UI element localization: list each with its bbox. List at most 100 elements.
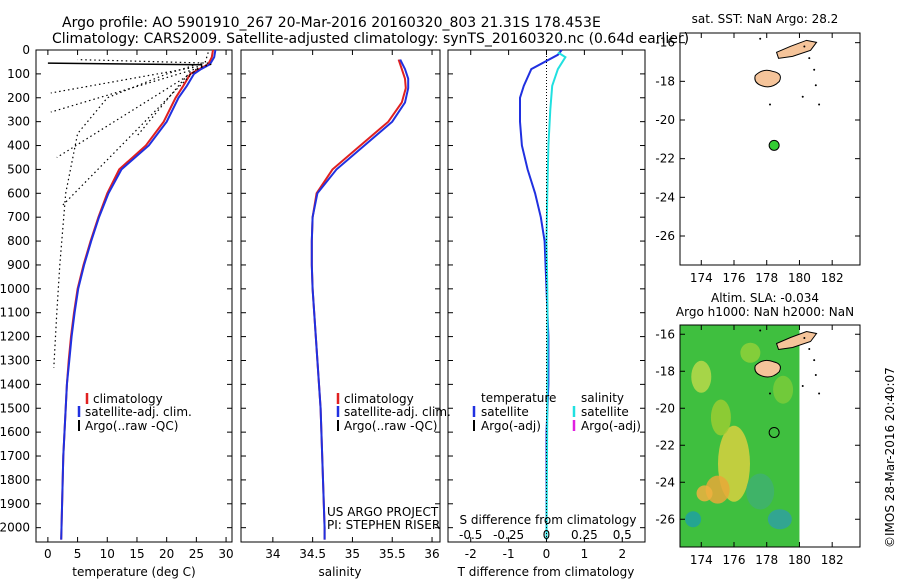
y-tick-label: -18 xyxy=(655,364,675,378)
x-tick-label: 182 xyxy=(821,553,844,567)
sst-map: 174 176 178 180 182 -16 -18 -20 -22 -24 -26 xyxy=(655,32,861,285)
x-tick-label: 178 xyxy=(755,553,778,567)
temperature-panel: 0 5 10 15 20 25 300100200300400500600700800900… xyxy=(0,43,234,561)
islet xyxy=(759,329,762,332)
salinity-panel: 34 34.5 35 35.5 36 xyxy=(241,49,440,561)
x-top-tick-label: 0 xyxy=(543,528,551,542)
x-tick-label: 34 xyxy=(265,547,280,561)
sla-blob xyxy=(773,375,794,404)
islet xyxy=(803,336,806,339)
y-tick-label: 1900 xyxy=(0,497,30,511)
credit-text: ©IMOS 28-Mar-2016 20:40:07 xyxy=(883,367,897,548)
difference-xlabel-top: S difference from climatology xyxy=(460,513,637,527)
islet xyxy=(813,359,816,362)
x-tick-label: 20 xyxy=(159,547,174,561)
y-tick-label: 2000 xyxy=(0,521,30,535)
header-line1: Argo profile: AO 5901910_267 20-Mar-2016… xyxy=(62,15,601,31)
y-tick-label: 1800 xyxy=(0,473,30,487)
series-line xyxy=(545,51,567,540)
x-tick-label: 34.5 xyxy=(299,547,326,561)
x-tick-label: 5 xyxy=(74,547,82,561)
x-tick-label: 10 xyxy=(100,547,115,561)
y-tick-label: 1700 xyxy=(0,449,30,463)
islet xyxy=(769,392,771,395)
y-tick-label: 700 xyxy=(7,210,30,224)
y-tick-label: -16 xyxy=(655,327,675,341)
x-tick-label: 0 xyxy=(543,547,551,561)
series-line xyxy=(53,52,209,368)
legend-satellite: satellite-adj. clim. xyxy=(344,405,451,419)
series-line xyxy=(310,59,410,540)
y-tick-label: 1300 xyxy=(0,353,30,367)
y-tick-label: 600 xyxy=(7,186,30,200)
y-tick-label: -22 xyxy=(655,152,675,166)
x-tick-label: 174 xyxy=(690,553,713,567)
argo-marker xyxy=(768,139,780,151)
islet xyxy=(803,45,806,48)
x-tick-label: 180 xyxy=(788,553,811,567)
islet xyxy=(818,103,821,106)
y-tick-label: 500 xyxy=(7,162,30,176)
islet xyxy=(813,68,816,71)
y-tick-label: -24 xyxy=(655,190,675,204)
sla-blob xyxy=(691,360,712,393)
series-line xyxy=(60,49,214,540)
sla-blob xyxy=(740,342,761,363)
project-line1: US ARGO PROJECT xyxy=(327,505,439,519)
sst-map-title: sat. SST: NaN Argo: 28.2 xyxy=(692,12,839,26)
islet xyxy=(759,37,762,40)
difference-panel: -2 -1 0 1 2 -0.5 -0.25 0 0.25 0.5 xyxy=(448,49,645,561)
salinity-xlabel: salinity xyxy=(318,565,361,579)
legend-sal-argo: Argo(-adj) xyxy=(581,419,641,433)
y-tick-label: -18 xyxy=(655,74,675,88)
islet xyxy=(808,348,811,351)
x-tick-label: 176 xyxy=(723,271,746,285)
temperature-legend: climatology satellite-adj. clim. Argo(..… xyxy=(77,392,192,433)
x-tick-label: 178 xyxy=(755,271,778,285)
salinity-panel-frame xyxy=(240,49,441,543)
y-tick-label: 100 xyxy=(7,67,30,81)
legend-temp-argo: Argo(-adj) xyxy=(481,419,541,433)
map-frame xyxy=(679,32,861,266)
island-vanua-levu xyxy=(775,39,818,59)
y-tick-label: -20 xyxy=(655,401,675,415)
series-line xyxy=(60,49,217,540)
islet xyxy=(818,392,821,395)
argo-marker xyxy=(768,426,780,438)
legend-argo: Argo(..raw -QC) xyxy=(85,419,178,433)
x-top-tick-label: -0.25 xyxy=(493,528,524,542)
y-tick-label: -26 xyxy=(655,229,675,243)
argo-raw-line xyxy=(47,62,203,66)
x-tick-label: 182 xyxy=(821,271,844,285)
series-line xyxy=(519,49,563,540)
x-top-tick-label: 0.25 xyxy=(571,528,598,542)
island-viti-levu xyxy=(754,69,781,88)
islet xyxy=(801,95,804,98)
y-tick-label: -24 xyxy=(655,475,675,489)
project-line2: PI: STEPHEN RISER xyxy=(327,518,440,532)
temperature-panel-frame xyxy=(35,49,233,543)
y-tick-label: 300 xyxy=(7,115,30,129)
legend-salinity-title: salinity xyxy=(581,391,624,405)
islet xyxy=(814,373,817,376)
sla-blob xyxy=(767,509,792,530)
argo-raw-line xyxy=(50,63,212,94)
x-tick-label: 30 xyxy=(218,547,233,561)
x-tick-label: 1 xyxy=(581,547,589,561)
islet xyxy=(814,84,817,87)
x-tick-label: 25 xyxy=(189,547,204,561)
argo-raw-line xyxy=(77,59,209,64)
islet xyxy=(801,385,804,388)
sla-blob xyxy=(685,511,702,528)
sla-map-subtitle: Argo h1000: NaN h2000: NaN xyxy=(676,305,854,319)
legend-temp-satellite: satellite xyxy=(481,405,529,419)
x-top-tick-label: -0.5 xyxy=(459,528,482,542)
sla-blob xyxy=(710,399,731,436)
x-tick-label: 2 xyxy=(618,547,626,561)
x-tick-label: 36 xyxy=(424,547,439,561)
y-tick-label: -26 xyxy=(655,512,675,526)
legend-temperature-title: temperature xyxy=(481,391,556,405)
y-tick-label: 400 xyxy=(7,139,30,153)
header-line2: Climatology: CARS2009. Satellite-adjuste… xyxy=(52,31,689,47)
island-viti-levu xyxy=(754,359,781,378)
